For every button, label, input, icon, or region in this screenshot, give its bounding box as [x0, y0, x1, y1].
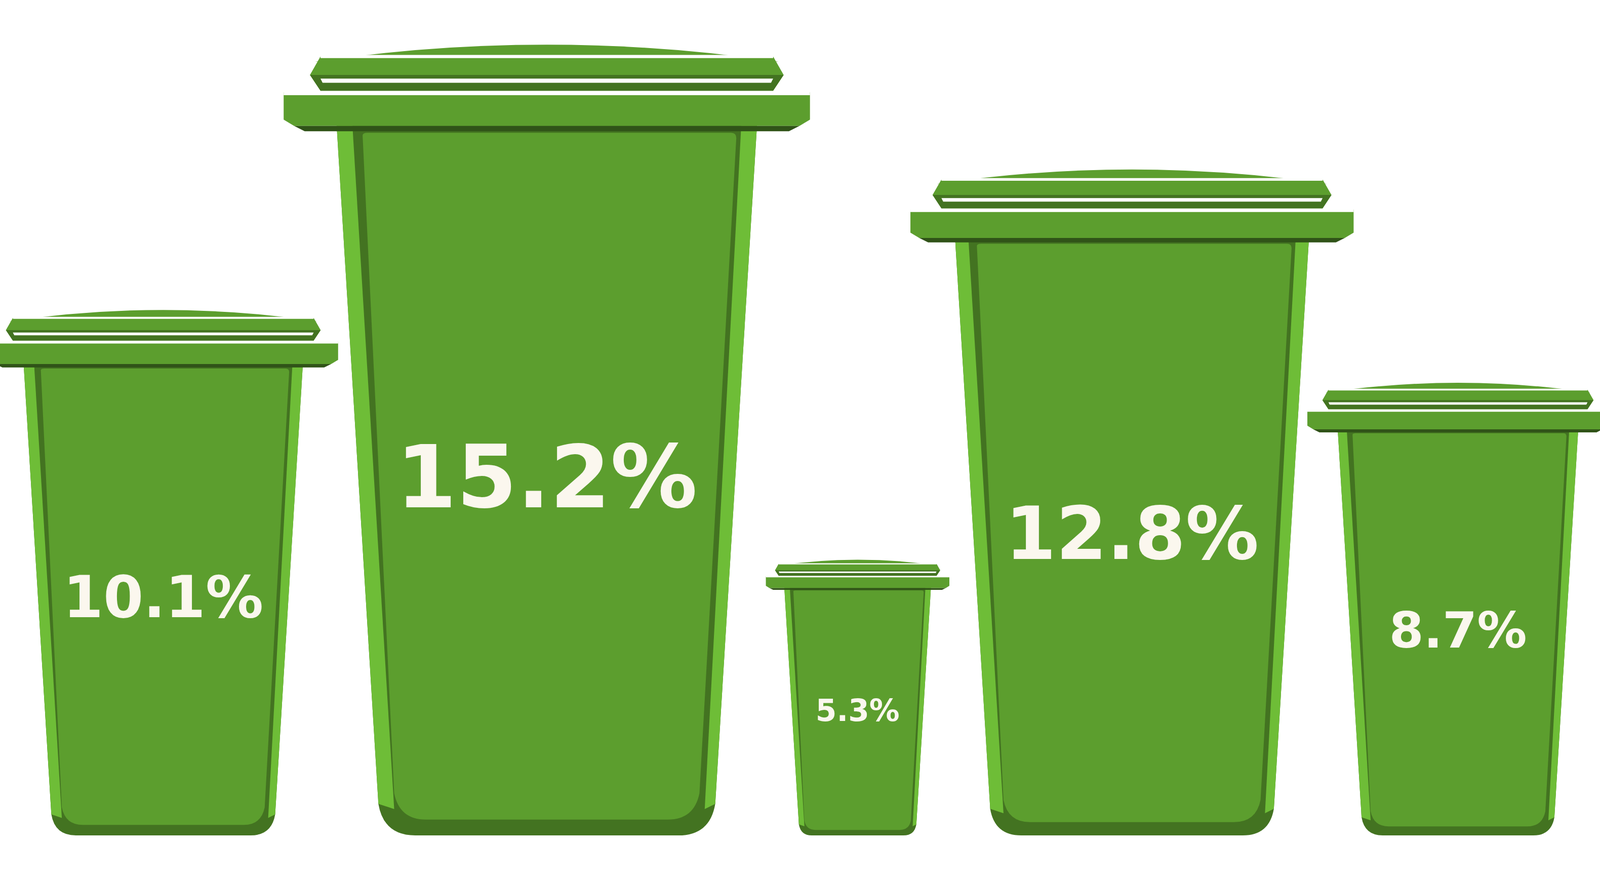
bin-lid-shade [775, 570, 941, 576]
bin-lid-line [778, 571, 937, 574]
bin-lid-shade [1322, 400, 1594, 410]
data-label: 5.3% [815, 692, 900, 729]
bin-panel [1352, 433, 1567, 827]
chart: 10.1% 15.2% 5.3% 12.8% 8.7% [0, 0, 1600, 884]
bin-panel [976, 243, 1292, 822]
bin [910, 169, 1354, 836]
bin-lid-line [766, 576, 950, 578]
bin-lid-top [1322, 389, 1594, 410]
data-label: 8.7% [1388, 601, 1527, 660]
data-label: 15.2% [395, 426, 698, 528]
bin-lid-top [6, 317, 322, 341]
bin-lid-line [320, 54, 774, 58]
bin-body [1337, 425, 1579, 836]
bin-lid-base [283, 92, 810, 127]
data-labels: 10.1% 15.2% 5.3% 12.8% 8.7% [63, 426, 1528, 729]
bin-lid-shade [309, 74, 784, 91]
plot-area [0, 44, 1600, 836]
bin-lid-line [0, 341, 339, 344]
bin-lid-shadow [1313, 429, 1600, 433]
bin-lid-line [1328, 388, 1588, 391]
bin-lid-base [766, 576, 950, 588]
bin [766, 559, 950, 836]
bin [283, 44, 810, 836]
bin-body [954, 232, 1310, 836]
bin-lid-base [1307, 410, 1600, 430]
bin-panel [362, 132, 737, 820]
bin [1307, 382, 1600, 836]
bin-body [23, 360, 304, 836]
bin-lid-base [910, 209, 1354, 238]
bin-panel [41, 368, 290, 825]
bin-lid-shadow [919, 237, 1345, 243]
bin-lid-line [910, 209, 1354, 213]
bin-lid-base [0, 341, 339, 365]
bin-lid-shade [6, 330, 322, 341]
bin-lid-shade [932, 194, 1332, 209]
bin-lid-top [775, 564, 941, 577]
bin-body [784, 585, 932, 836]
bin-lid-shadow [294, 126, 800, 132]
data-label: 10.1% [63, 563, 264, 631]
bin-lid-top [309, 56, 784, 92]
data-label: 12.8% [1005, 491, 1259, 577]
bin-body [336, 119, 758, 836]
bin-lid-shadow [769, 587, 946, 590]
bin-lid-line [1307, 409, 1600, 412]
bin-lid-top [932, 179, 1332, 209]
bin-panel [793, 590, 924, 830]
bin-lid-line [941, 197, 1323, 202]
bin-lid-shadow [0, 364, 332, 368]
bin-lid-line [778, 563, 937, 565]
bin-lid-line [941, 178, 1323, 181]
bin [0, 309, 339, 836]
bin-lid-line [12, 332, 314, 336]
bin-lid-line [320, 78, 774, 83]
bin-lid-line [1328, 402, 1588, 405]
bin-lid-line [283, 91, 810, 96]
bin-lid-line [12, 316, 314, 319]
